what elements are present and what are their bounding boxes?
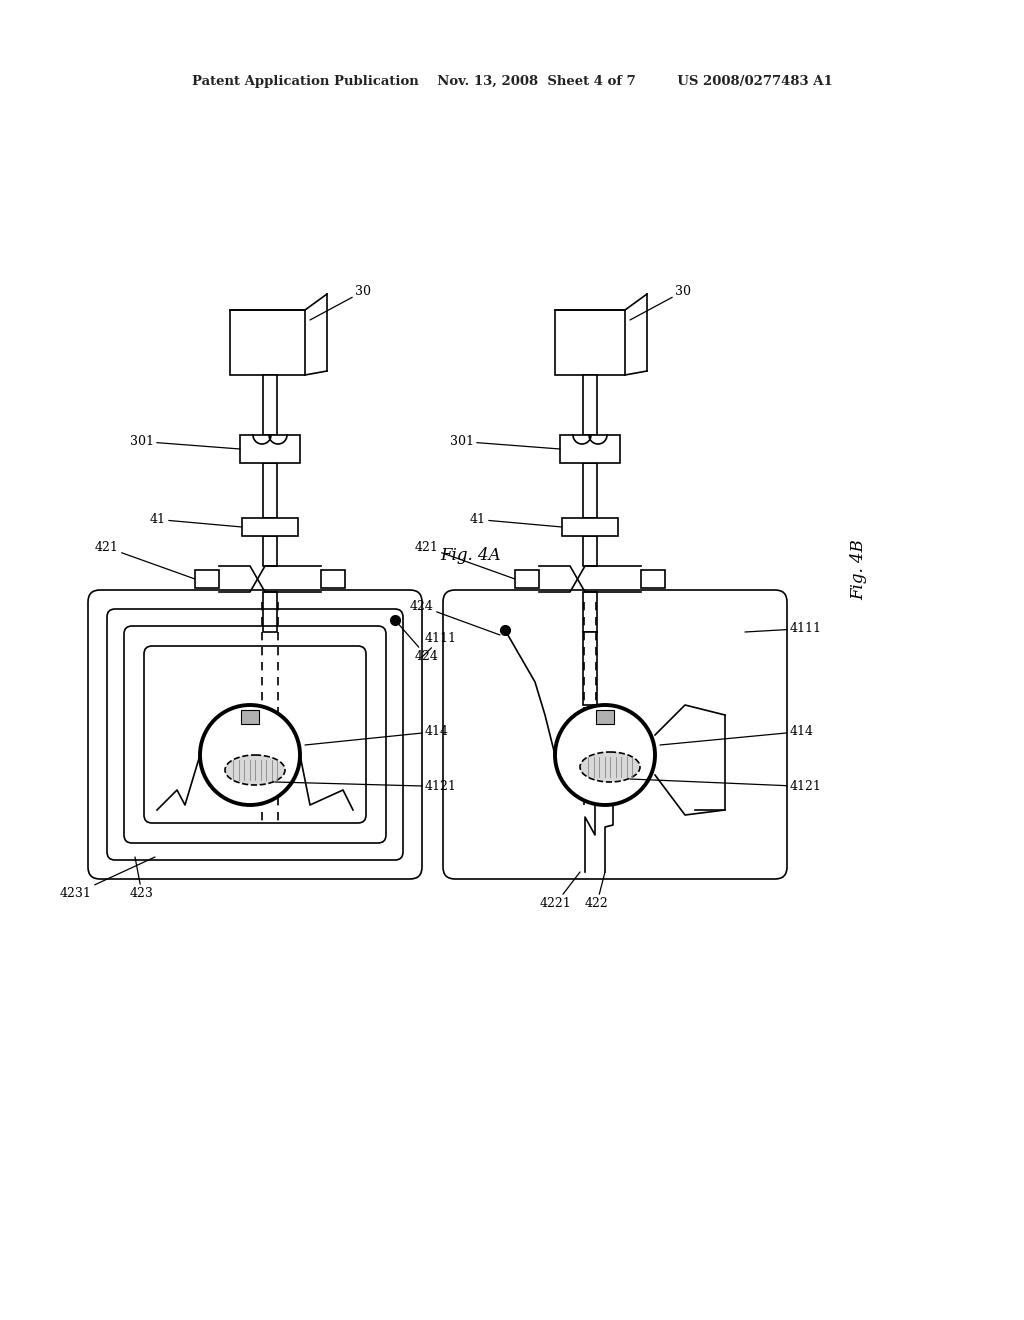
Text: Patent Application Publication    Nov. 13, 2008  Sheet 4 of 7         US 2008/02: Patent Application Publication Nov. 13, …: [191, 75, 833, 88]
FancyBboxPatch shape: [596, 710, 614, 723]
FancyBboxPatch shape: [263, 536, 278, 566]
Text: 301: 301: [130, 436, 240, 449]
FancyBboxPatch shape: [583, 375, 597, 436]
FancyBboxPatch shape: [583, 536, 597, 566]
Text: 30: 30: [310, 285, 371, 319]
Text: 423: 423: [130, 857, 154, 900]
FancyBboxPatch shape: [230, 310, 305, 375]
FancyBboxPatch shape: [241, 710, 259, 723]
Ellipse shape: [225, 755, 285, 785]
FancyBboxPatch shape: [321, 570, 345, 587]
Text: 4231: 4231: [60, 857, 155, 900]
FancyBboxPatch shape: [263, 375, 278, 436]
FancyBboxPatch shape: [583, 591, 597, 632]
Text: 4111: 4111: [745, 622, 822, 635]
Text: 414: 414: [660, 725, 814, 744]
FancyBboxPatch shape: [263, 463, 278, 517]
FancyBboxPatch shape: [515, 570, 539, 587]
Ellipse shape: [580, 752, 640, 781]
Text: Fig. 4A: Fig. 4A: [440, 546, 501, 564]
Text: Fig. 4B: Fig. 4B: [850, 540, 867, 601]
FancyBboxPatch shape: [263, 591, 278, 632]
Text: 422: 422: [585, 873, 608, 909]
FancyBboxPatch shape: [88, 590, 422, 879]
Circle shape: [555, 705, 655, 805]
Text: 4121: 4121: [630, 779, 822, 793]
Text: 421: 421: [415, 541, 515, 579]
FancyBboxPatch shape: [195, 570, 219, 587]
Text: 424: 424: [410, 601, 500, 635]
Text: 41: 41: [150, 513, 242, 527]
FancyBboxPatch shape: [560, 436, 620, 463]
FancyBboxPatch shape: [583, 632, 597, 705]
Text: 30: 30: [630, 285, 691, 319]
FancyBboxPatch shape: [583, 463, 597, 517]
Text: 4121: 4121: [275, 780, 457, 793]
FancyBboxPatch shape: [555, 310, 625, 375]
FancyBboxPatch shape: [562, 517, 618, 536]
Text: 424: 424: [395, 620, 439, 663]
Text: 4111: 4111: [422, 632, 457, 657]
FancyBboxPatch shape: [641, 570, 665, 587]
Text: 414: 414: [305, 725, 449, 744]
Text: 4221: 4221: [540, 873, 580, 909]
Circle shape: [200, 705, 300, 805]
FancyBboxPatch shape: [443, 590, 787, 879]
Text: 421: 421: [95, 541, 195, 579]
Text: 41: 41: [470, 513, 562, 527]
Text: 301: 301: [450, 436, 560, 449]
FancyBboxPatch shape: [242, 517, 298, 536]
FancyBboxPatch shape: [240, 436, 300, 463]
